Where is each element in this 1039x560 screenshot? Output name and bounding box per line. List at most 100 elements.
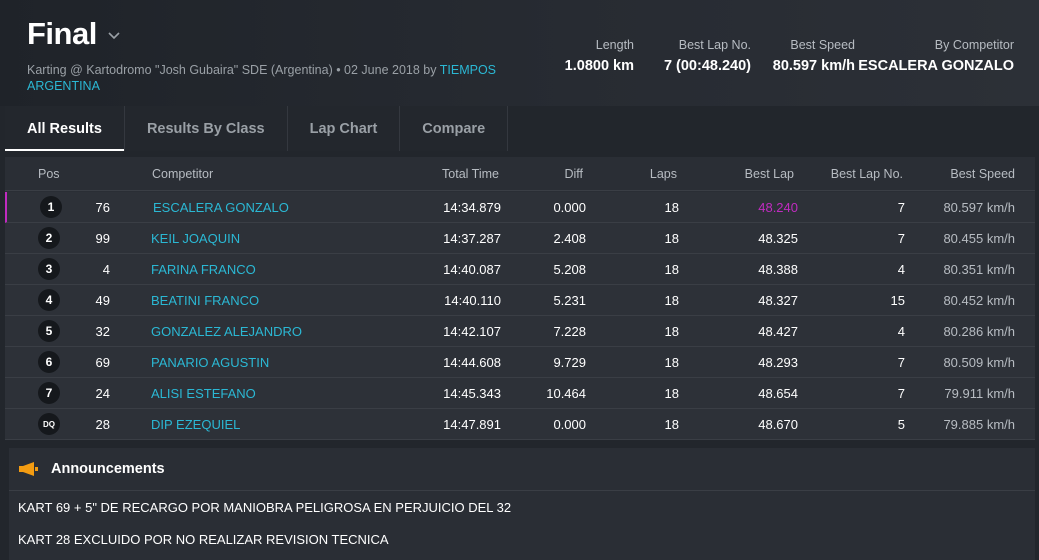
event-info: Karting @ Kartodromo "Josh Gubaira" SDE …	[27, 63, 437, 77]
best-speed: 80.455 km/h	[943, 231, 1015, 246]
column-total-time[interactable]: Total Time	[442, 167, 499, 181]
competitor-link[interactable]: PANARIO AGUSTIN	[151, 355, 270, 370]
competitor-link[interactable]: DIP EZEQUIEL	[151, 417, 241, 432]
tab-lap-chart[interactable]: Lap Chart	[288, 106, 401, 151]
best-speed: 80.351 km/h	[943, 262, 1015, 277]
table-row[interactable]: 4 49 BEATINI FRANCO 14:40.110 5.231 18 4…	[5, 285, 1035, 316]
kart-number: 76	[95, 200, 110, 215]
stat-value: 7 (00:48.240)	[663, 58, 751, 74]
announcements-title: Announcements	[51, 461, 165, 477]
column-laps[interactable]: Laps	[649, 167, 677, 181]
stat-value: 80.597 km/h	[772, 58, 855, 74]
best-speed: 80.452 km/h	[943, 293, 1015, 308]
announcement-item: KART 28 EXCLUIDO POR NO REALIZAR REVISIO…	[18, 532, 389, 547]
laps: 18	[664, 200, 679, 215]
stat-length: Length 1.0800 km	[565, 38, 634, 74]
diff: 10.464	[546, 386, 586, 401]
total-time: 14:34.879	[443, 200, 501, 215]
stat-label: Best Speed	[790, 38, 855, 52]
column-pos[interactable]: Pos	[38, 167, 60, 181]
results-table: Pos Competitor Total Time Diff Laps Best…	[5, 157, 1035, 440]
table-row[interactable]: DQ 28 DIP EZEQUIEL 14:47.891 0.000 18 48…	[5, 409, 1035, 440]
column-diff[interactable]: Diff	[564, 167, 583, 181]
best-lap-no: 4	[897, 324, 905, 339]
laps: 18	[664, 231, 679, 246]
diff: 9.729	[553, 355, 586, 370]
column-best-speed[interactable]: Best Speed	[950, 167, 1015, 181]
competitor-link[interactable]: ALISI ESTEFANO	[151, 386, 256, 401]
column-best-lap-no[interactable]: Best Lap No.	[830, 167, 903, 181]
position-badge: 3	[38, 258, 60, 280]
tab-all-results[interactable]: All Results	[5, 106, 125, 151]
position-badge: 7	[38, 382, 60, 404]
table-row[interactable]: 3 4 FARINA FRANCO 14:40.087 5.208 18 48.…	[5, 254, 1035, 285]
best-lap-no: 4	[897, 262, 905, 277]
diff: 0.000	[553, 200, 586, 215]
total-time: 14:40.110	[444, 293, 501, 308]
total-time: 14:40.087	[443, 262, 501, 277]
best-lap: 48.670	[758, 417, 798, 432]
best-speed: 80.597 km/h	[943, 200, 1015, 215]
table-row[interactable]: 1 76 ESCALERA GONZALO 14:34.879 0.000 18…	[5, 192, 1035, 223]
table-row[interactable]: 5 32 GONZALEZ ALEJANDRO 14:42.107 7.228 …	[5, 316, 1035, 347]
position-badge: 6	[38, 351, 60, 373]
megaphone-icon	[19, 462, 38, 476]
column-competitor[interactable]: Competitor	[152, 167, 214, 181]
table-row[interactable]: 6 69 PANARIO AGUSTIN 14:44.608 9.729 18 …	[5, 347, 1035, 378]
best-lap: 48.654	[758, 386, 798, 401]
total-time: 14:42.107	[443, 324, 501, 339]
kart-number: 69	[95, 355, 110, 370]
kart-number: 49	[95, 293, 110, 308]
best-lap-no: 5	[897, 417, 905, 432]
position-badge: 2	[38, 227, 60, 249]
laps: 18	[664, 386, 679, 401]
stat-by-competitor: By Competitor ESCALERA GONZALO	[858, 38, 1014, 74]
kart-number: 24	[95, 386, 110, 401]
competitor-link[interactable]: FARINA FRANCO	[151, 262, 256, 277]
event-subtitle: Karting @ Kartodromo "Josh Gubaira" SDE …	[27, 62, 527, 94]
kart-number: 4	[102, 262, 110, 277]
stat-best-speed: Best Speed 80.597 km/h	[773, 38, 855, 74]
competitor-link[interactable]: BEATINI FRANCO	[151, 293, 260, 308]
stat-label: Best Lap No.	[678, 38, 751, 52]
position-badge: 4	[38, 289, 60, 311]
chevron-down-icon[interactable]	[107, 29, 121, 43]
position-badge: 5	[38, 320, 60, 342]
stat-best-lap-no: Best Lap No. 7 (00:48.240)	[664, 38, 751, 74]
diff: 7.228	[553, 324, 586, 339]
total-time: 14:44.608	[443, 355, 501, 370]
laps: 18	[664, 417, 679, 432]
tab-results-by-class[interactable]: Results By Class	[125, 106, 288, 151]
tab-compare[interactable]: Compare	[400, 106, 509, 151]
announcement-item: KART 69 + 5" DE RECARGO POR MANIOBRA PEL…	[18, 500, 512, 515]
total-time: 14:47.891	[443, 417, 501, 432]
stat-label: By Competitor	[934, 38, 1014, 52]
column-best-lap[interactable]: Best Lap	[744, 167, 794, 181]
laps: 18	[664, 324, 679, 339]
best-lap-no: 7	[897, 386, 905, 401]
best-lap: 48.327	[758, 293, 798, 308]
competitor-link[interactable]: GONZALEZ ALEJANDRO	[151, 324, 302, 339]
announcements-panel: Announcements KART 69 + 5" DE RECARGO PO…	[9, 448, 1035, 560]
total-time: 14:37.287	[443, 231, 501, 246]
competitor-link[interactable]: ESCALERA GONZALO	[153, 200, 289, 215]
diff: 5.208	[553, 262, 586, 277]
best-speed: 79.911 km/h	[944, 386, 1015, 401]
position-badge: DQ	[38, 413, 60, 435]
best-lap: 48.388	[758, 262, 798, 277]
competitor-link[interactable]: KEIL JOAQUIN	[151, 231, 241, 246]
stat-value: ESCALERA GONZALO	[858, 58, 1014, 74]
stat-value: 1.0800 km	[564, 58, 634, 74]
table-row[interactable]: 7 24 ALISI ESTEFANO 14:45.343 10.464 18 …	[5, 378, 1035, 409]
organizer-link[interactable]: TIEMPOS ARGENTINA	[27, 63, 497, 93]
table-row[interactable]: 2 99 KEIL JOAQUIN 14:37.287 2.408 18 48.…	[5, 223, 1035, 254]
diff: 5.231	[553, 293, 586, 308]
laps: 18	[664, 355, 679, 370]
event-header: Final Karting @ Kartodromo "Josh Gubaira…	[0, 0, 1039, 106]
kart-number: 99	[95, 231, 110, 246]
session-selector[interactable]: Final	[27, 16, 121, 52]
diff: 2.408	[553, 231, 586, 246]
best-lap-no: 15	[890, 293, 905, 308]
best-lap: 48.240	[758, 200, 798, 215]
laps: 18	[664, 262, 679, 277]
